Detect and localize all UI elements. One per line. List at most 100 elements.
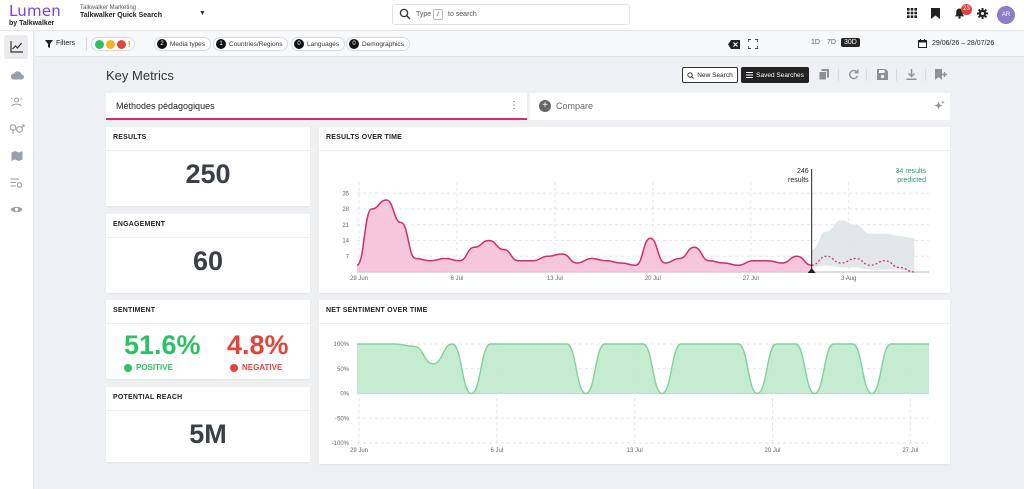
- range-7d-button[interactable]: 7D: [827, 39, 836, 46]
- divider: [106, 150, 310, 151]
- download-icon[interactable]: [906, 69, 917, 80]
- search-placeholder-end: to search: [448, 11, 477, 18]
- calendar-icon[interactable]: [918, 39, 927, 48]
- saved-searches-label: Saved Searches: [756, 71, 804, 79]
- gender-icon: [9, 123, 25, 134]
- y-tick-label: 35: [342, 191, 349, 197]
- chip-count: 0: [349, 39, 359, 49]
- compare-tab[interactable]: + Compare: [530, 93, 950, 120]
- date-range[interactable]: 29/06/26 – 28/07/26: [932, 40, 995, 47]
- chip-label: Countries/Regions: [229, 40, 283, 48]
- x-tick-label: 29 Jun: [350, 276, 368, 282]
- query-tab-active[interactable]: Méthodes pédagogiques ⋮: [106, 93, 527, 120]
- divider: [106, 323, 310, 324]
- chip-languages[interactable]: 0 Languages: [291, 37, 346, 51]
- y-tick-label: 100%: [334, 342, 350, 348]
- results-area: [357, 200, 812, 272]
- map-icon: [11, 150, 22, 161]
- user-avatar[interactable]: AR: [997, 6, 1015, 24]
- divider: [86, 37, 87, 51]
- range-30d-button[interactable]: 30D: [841, 38, 860, 47]
- total-results-label: results: [788, 177, 809, 184]
- sentiment-filter-chip[interactable]: !: [91, 37, 135, 51]
- y-tick-label: 50%: [337, 367, 350, 373]
- chip-label: Media types: [170, 40, 206, 48]
- negative-sentiment-value: 4.8%: [227, 330, 289, 360]
- results-card: RESULTS 250: [106, 127, 310, 206]
- save-icon[interactable]: [877, 69, 888, 80]
- net-sentiment-card: NET SENTIMENT OVER TIME 100% 50% 0% -50% -10…: [319, 300, 950, 464]
- divider: [319, 150, 950, 151]
- filter-icon[interactable]: [45, 40, 53, 48]
- apps-grid-icon[interactable]: [907, 8, 917, 18]
- chip-demographics[interactable]: 0 Demographics: [346, 37, 410, 51]
- divider: [319, 323, 950, 324]
- engagement-card: ENGAGEMENT 60: [106, 214, 310, 293]
- predicted-results-value: 34 results: [896, 168, 927, 175]
- search-input[interactable]: Type / to search: [392, 4, 630, 25]
- compare-label: Compare: [556, 101, 594, 111]
- app-logo[interactable]: Lumen by Talkwalker: [9, 2, 61, 28]
- reach-value: 5M: [189, 419, 227, 449]
- y-tick-label: -100%: [332, 441, 350, 447]
- logo-main: Lumen: [9, 2, 61, 20]
- range-1d-button[interactable]: 1D: [811, 39, 820, 46]
- x-tick-label: 13 Jul: [627, 448, 643, 454]
- project-org: Talkwalker Marketing: [80, 5, 137, 11]
- eye-icon: [10, 206, 23, 213]
- nav-topics[interactable]: [8, 174, 25, 191]
- divider: [925, 69, 926, 81]
- reach-card: POTENTIAL REACH 5M: [106, 387, 310, 462]
- chip-countries[interactable]: 1 Countries/Regions: [213, 37, 289, 51]
- project-selector[interactable]: Talkwalker Marketing Talkwalker Quick Se…: [80, 5, 162, 21]
- x-tick-label: 20 Jul: [645, 276, 661, 282]
- sparkle-icon[interactable]: [934, 100, 945, 111]
- negative-label-text: NEGATIVE: [242, 363, 283, 372]
- results-over-time-chart[interactable]: 7 14 21 28 35 29 Jun 6 Jul 13 Jul 20 Jul 27 Jul 3 …: [319, 127, 950, 293]
- influencer-icon: [10, 96, 23, 106]
- nav-map[interactable]: [8, 147, 25, 164]
- positive-face-icon: [124, 363, 132, 372]
- positive-label-text: POSITIVE: [136, 363, 173, 372]
- filters-label[interactable]: Filters: [56, 40, 76, 47]
- results-over-time-card: RESULTS OVER TIME 7 14 21 28 35 29 Jun 6 Jul 13…: [319, 127, 950, 293]
- notification-badge: 23: [961, 4, 972, 15]
- gear-icon[interactable]: [977, 8, 988, 19]
- warning-icon: !: [128, 39, 131, 49]
- positive-face-icon: [95, 39, 104, 49]
- search-shortcut-key: /: [433, 9, 443, 20]
- caret-down-icon[interactable]: ▼: [199, 10, 206, 17]
- new-search-button[interactable]: New Search: [682, 67, 738, 83]
- clear-filters-icon[interactable]: [728, 40, 740, 49]
- copy-icon[interactable]: [819, 69, 829, 80]
- nav-visibility[interactable]: [8, 201, 25, 218]
- y-tick-label: 7: [346, 254, 350, 260]
- nav-analytics[interactable]: [4, 35, 28, 59]
- nav-demographics[interactable]: [8, 120, 25, 137]
- bookmark-icon[interactable]: [931, 8, 940, 19]
- nav-cloud[interactable]: [8, 66, 25, 83]
- filters-bar: Filters ! 2 Media types 1 Countries/Regi…: [35, 31, 1024, 57]
- x-tick-label: 29 Jun: [350, 448, 368, 454]
- chip-media-types[interactable]: 2 Media types: [154, 37, 212, 51]
- chart-title: RESULTS OVER TIME: [326, 134, 402, 141]
- chip-count: 0: [294, 39, 304, 49]
- refresh-icon[interactable]: [848, 69, 859, 80]
- add-to-dashboard-icon[interactable]: [935, 69, 947, 80]
- y-tick-label: -50%: [335, 416, 350, 422]
- fullscreen-icon[interactable]: [748, 39, 758, 49]
- negative-label: NEGATIVE: [230, 363, 282, 372]
- more-vertical-icon[interactable]: ⋮: [509, 100, 519, 111]
- net-sentiment-chart[interactable]: 100% 50% 0% -50% -100%29 Jun 6 Jul 13 Jul 20 Ju…: [319, 300, 950, 464]
- x-tick-label: 27 Jul: [902, 448, 918, 454]
- x-tick-label: 6 Jul: [490, 448, 503, 454]
- logo-sub: by Talkwalker: [9, 20, 55, 27]
- left-nav-rail: [0, 31, 34, 489]
- nav-influencers[interactable]: [8, 93, 25, 110]
- saved-searches-button[interactable]: Saved Searches: [741, 67, 809, 83]
- x-tick-label: 3 Aug: [841, 276, 856, 282]
- search-icon: [399, 8, 411, 20]
- negative-face-icon: [117, 39, 126, 49]
- line-chart-icon: [9, 41, 23, 53]
- search-placeholder-start: Type: [416, 11, 432, 18]
